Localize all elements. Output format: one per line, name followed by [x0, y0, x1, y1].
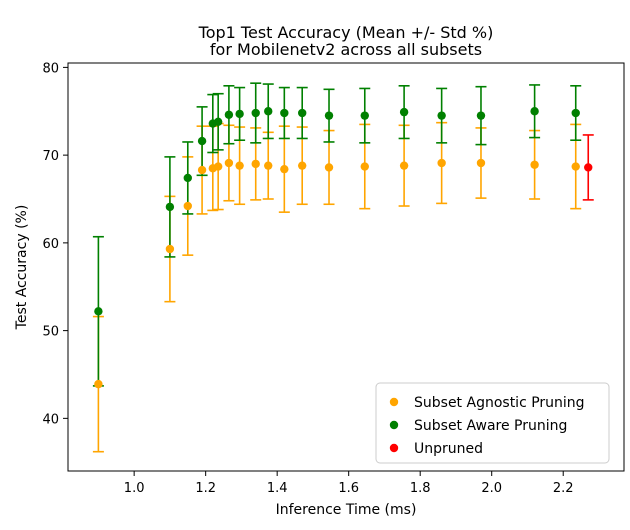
- data-points: [94, 107, 593, 389]
- point-aware-18: [571, 108, 580, 118]
- y-tick-label-2: 60: [42, 237, 59, 252]
- y-tick-label-3: 70: [42, 149, 59, 164]
- point-aware-2: [183, 173, 192, 183]
- x-tick-label-2: 1.4: [267, 481, 288, 496]
- legend-marker-agnostic: [389, 397, 399, 407]
- point-aware-15: [437, 111, 446, 120]
- point-aware-11: [297, 108, 307, 118]
- point-aware-3: [197, 136, 207, 146]
- plot-frame: [67, 62, 625, 472]
- legend-marker-unpruned: [389, 443, 399, 453]
- point-agnostic-17: [530, 160, 539, 169]
- legend-label-agnostic: Subset Agnostic Pruning: [414, 395, 585, 411]
- x-axis-label: Inference Time (ms): [276, 502, 417, 518]
- point-agnostic-14: [399, 161, 409, 170]
- x-tick-label-6: 2.2: [553, 481, 574, 496]
- point-agnostic-9: [264, 161, 273, 170]
- x-tick-label-3: 1.6: [338, 481, 359, 496]
- point-agnostic-16: [476, 158, 486, 168]
- point-aware-14: [399, 107, 409, 117]
- point-aware-10: [280, 108, 289, 118]
- legend-label-unpruned: Unpruned: [414, 441, 483, 457]
- point-aware-1: [165, 202, 175, 212]
- point-aware-13: [360, 111, 369, 120]
- chart-title-line-2: for Mobilenetv2 across all subsets: [210, 40, 482, 59]
- chart-title-line-1: Top1 Test Accuracy (Mean +/- Std %): [198, 23, 494, 42]
- x-tick-label-5: 2.0: [481, 481, 502, 496]
- point-agnostic-2: [183, 201, 192, 211]
- point-agnostic-1: [165, 244, 175, 254]
- point-aware-9: [264, 107, 273, 116]
- point-agnostic-13: [360, 162, 369, 171]
- point-aware-12: [324, 111, 334, 120]
- point-agnostic-18: [571, 162, 580, 171]
- legend-box: [375, 382, 610, 464]
- point-agnostic-6: [224, 158, 234, 168]
- x-tick-label-0: 1.0: [124, 481, 145, 496]
- legend: Subset Agnostic Pruning Subset Aware Pru…: [375, 382, 610, 464]
- y-axis-label: Test Accuracy (%): [14, 205, 30, 331]
- point-agnostic-15: [437, 158, 446, 168]
- point-aware-7: [235, 109, 244, 119]
- point-agnostic-7: [235, 161, 244, 170]
- point-agnostic-8: [251, 159, 260, 169]
- y-tick-label-1: 50: [42, 325, 59, 340]
- y-tick-label-0: 40: [42, 412, 59, 427]
- point-agnostic-10: [280, 164, 289, 174]
- point-aware-17: [530, 107, 539, 116]
- point-aware-6: [224, 110, 234, 119]
- legend-label-aware: Subset Aware Pruning: [414, 418, 567, 434]
- point-agnostic-0: [94, 379, 103, 389]
- point-unpruned-0: [584, 163, 593, 172]
- point-aware-16: [476, 111, 486, 120]
- point-aware-8: [251, 108, 260, 118]
- axes: 1.0 1.2 1.4 1.6 1.8 2.0 2.2 40 50 60 70 80: [42, 61, 625, 496]
- point-aware-5: [213, 117, 223, 126]
- point-aware-0: [94, 307, 103, 316]
- x-tick-label-4: 1.8: [410, 481, 431, 496]
- y-tick-label-4: 80: [42, 61, 59, 76]
- point-agnostic-3: [197, 165, 207, 175]
- x-tick-label-1: 1.2: [195, 481, 216, 496]
- point-agnostic-5: [213, 162, 223, 171]
- point-agnostic-12: [324, 163, 334, 172]
- legend-marker-aware: [389, 420, 399, 430]
- point-agnostic-11: [297, 161, 307, 170]
